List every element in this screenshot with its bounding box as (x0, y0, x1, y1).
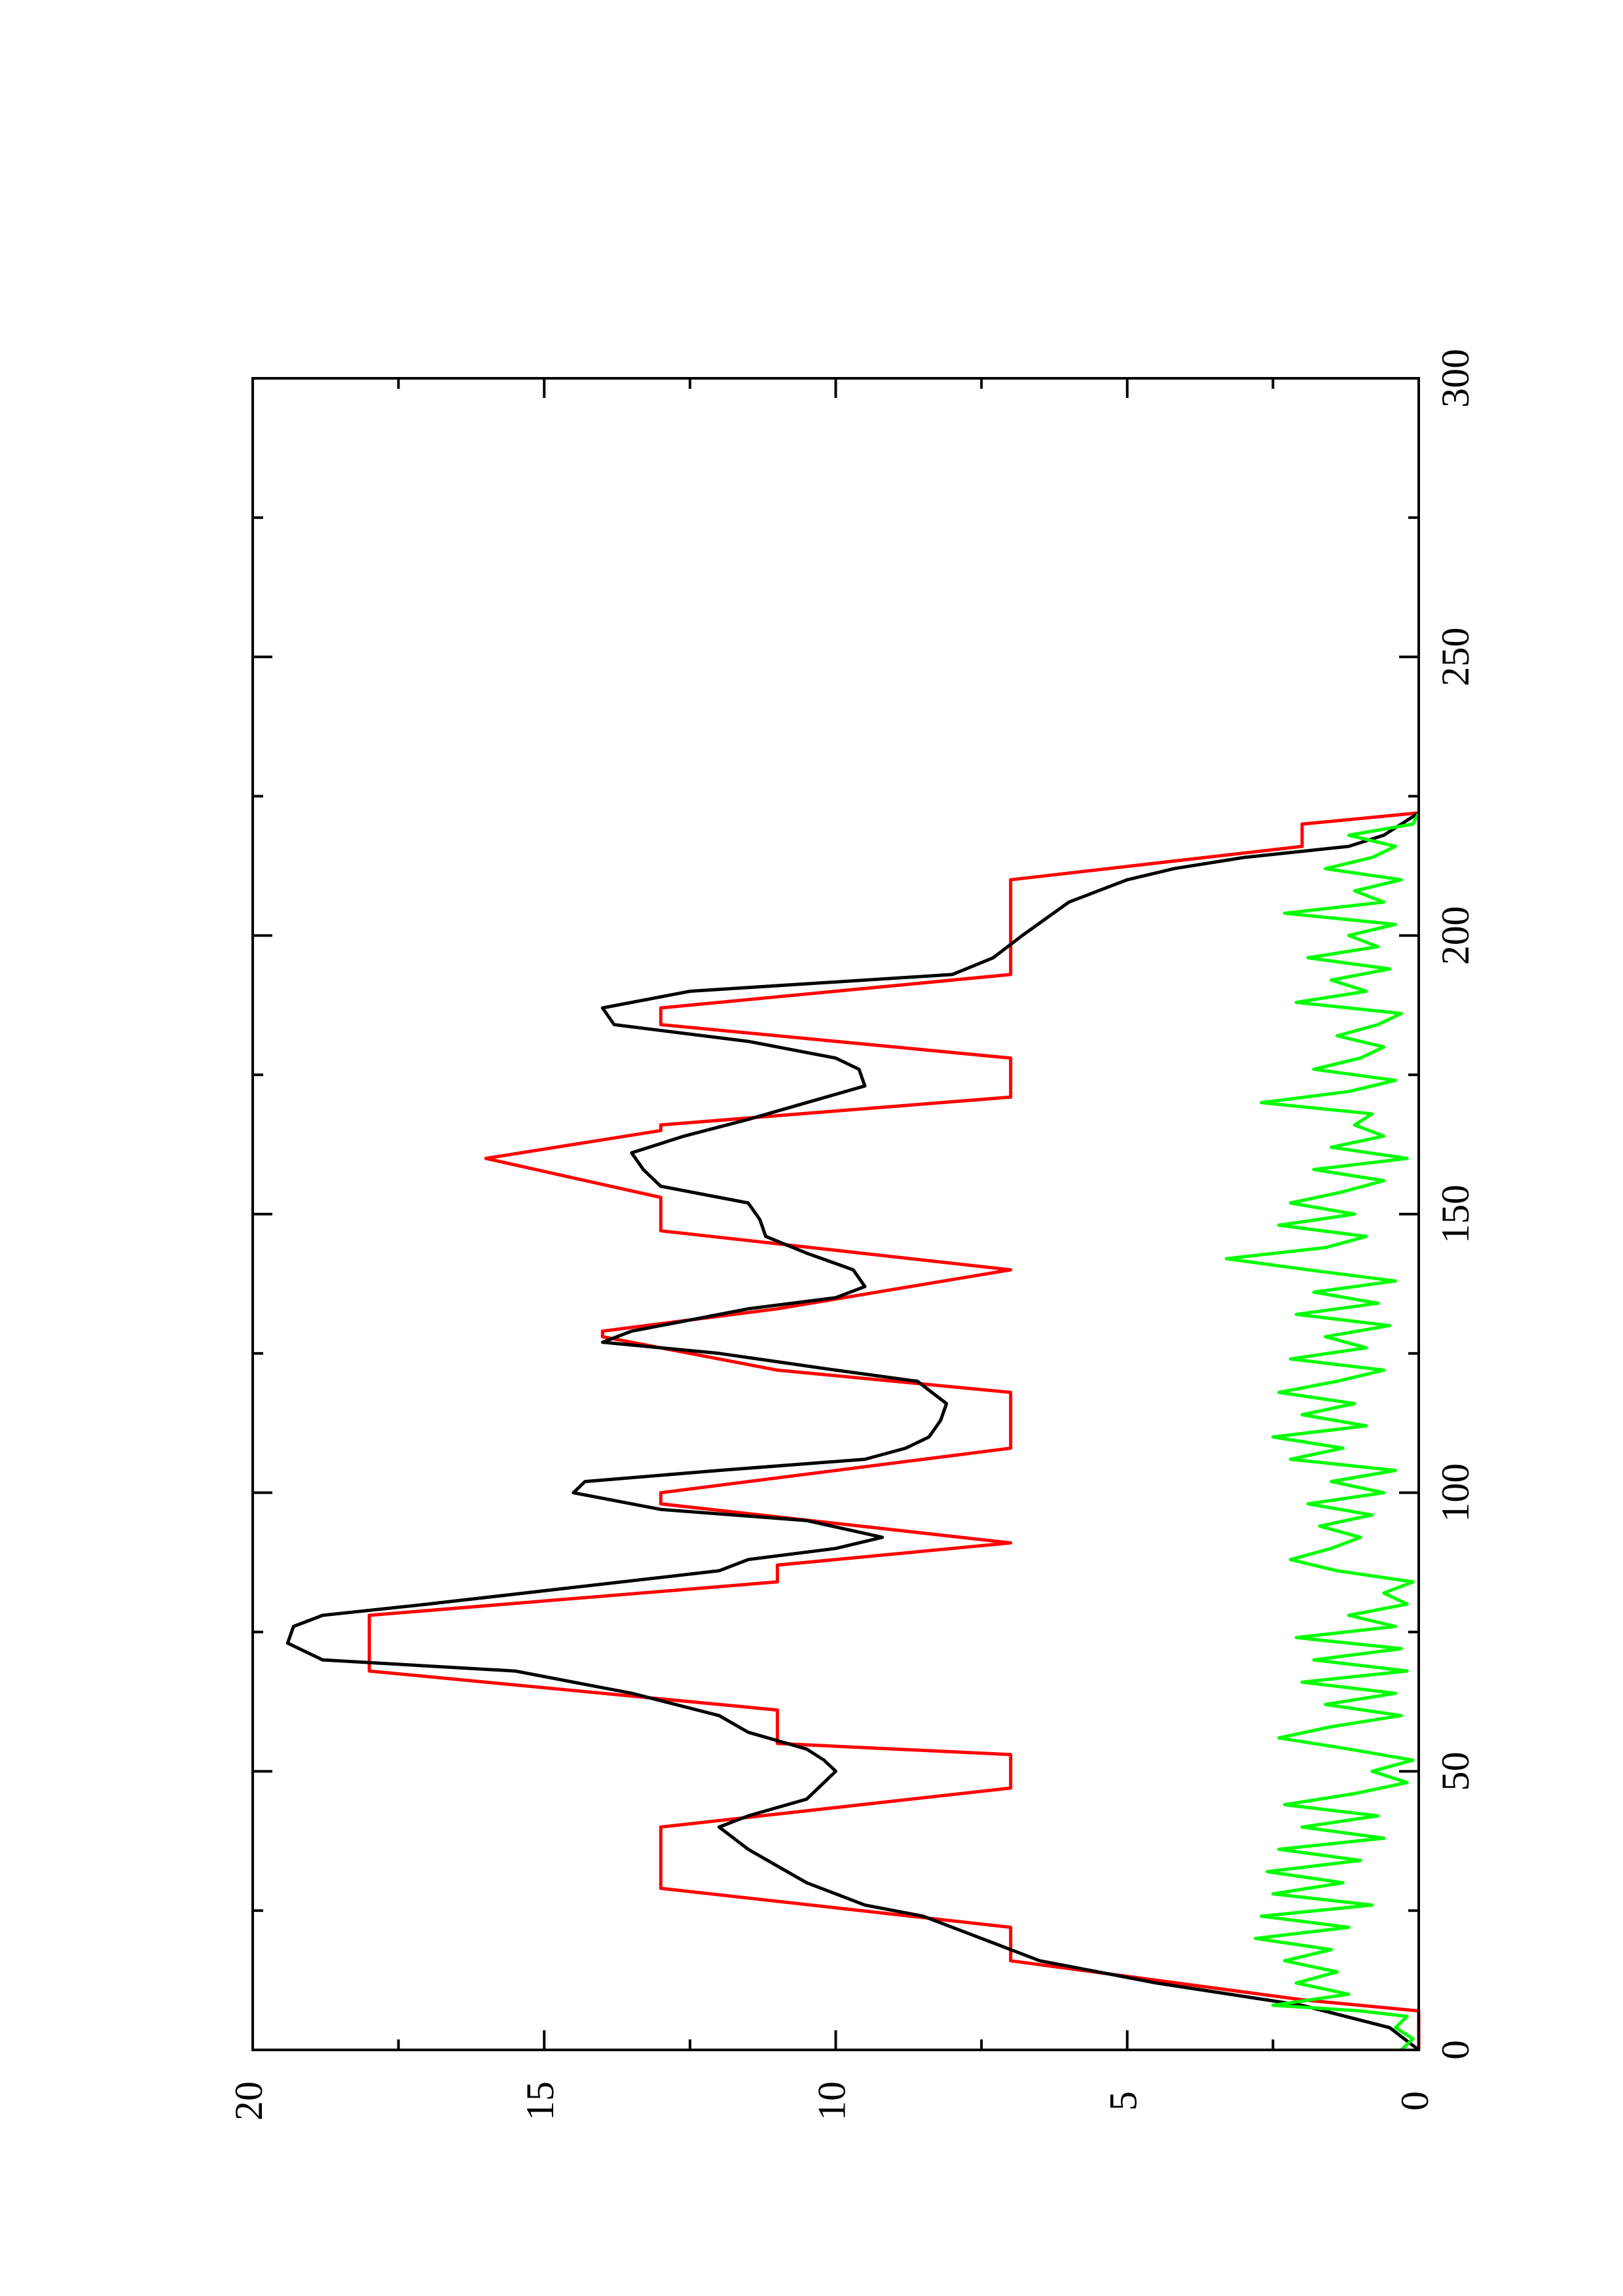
x-tick-label: 50 (1434, 1751, 1477, 1791)
y-tick-labels: 0 5 10 15 20 (227, 2081, 1436, 2121)
y-tick-label: 0 (1393, 2091, 1436, 2111)
x-tick-label: 100 (1434, 1463, 1477, 1522)
x-tick-label: 300 (1434, 349, 1477, 408)
tick-layer (251, 377, 1420, 2051)
x-tick-label: 200 (1434, 906, 1477, 965)
x-tick-label: 250 (1434, 628, 1477, 687)
series-line-2 (285, 811, 1420, 2051)
series-line-1 (367, 811, 1421, 2050)
y-tick-label: 5 (1102, 2091, 1145, 2111)
x-tick-labels: 0 50 100 150 200 250 300 (1434, 349, 1477, 2060)
y-tick-label: 15 (519, 2081, 562, 2121)
x-tick-label: 0 (1434, 2040, 1477, 2060)
y-tick-label: 10 (810, 2081, 853, 2121)
y-tick-label: 20 (227, 2081, 270, 2121)
x-tick-label: 150 (1434, 1185, 1477, 1244)
series-layer (285, 811, 1421, 2051)
series-line-3 (1224, 812, 1421, 2051)
